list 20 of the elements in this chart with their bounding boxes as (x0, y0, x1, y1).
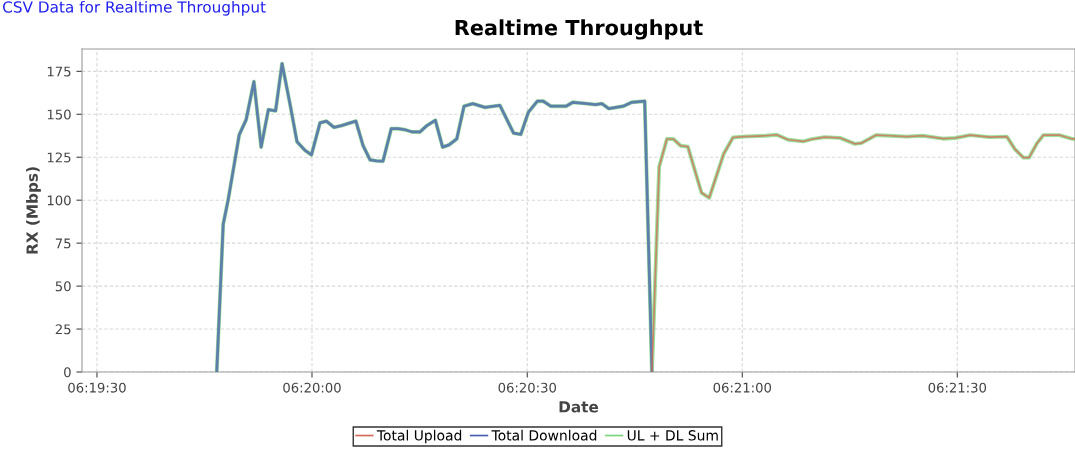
x-tick-label: 06:21:00 (713, 382, 772, 393)
y-tick-label: 125 (47, 152, 71, 163)
legend-label: UL + DL Sum (627, 430, 718, 441)
y-tick-label: 50 (55, 281, 71, 292)
y-tick-label: 150 (47, 109, 71, 120)
y-tick-label: 100 (47, 195, 71, 206)
text: CSV Data for Realtime Throughput (3, 0, 266, 16)
legend-label: Total Upload (376, 429, 462, 444)
y-tick-label: 75 (55, 238, 71, 249)
y-axis-title: RX (Mbps) (26, 167, 41, 254)
x-axis-title: Date (559, 401, 599, 413)
y-tick-label: 25 (55, 324, 71, 335)
x-tick-label: 06:20:30 (498, 382, 557, 393)
legend-label: Total Download (491, 429, 597, 441)
x-tick-label: 06:21:30 (928, 382, 987, 393)
x-tick-label: 06:20:00 (283, 382, 341, 393)
x-tick-label: 06:19:30 (68, 382, 126, 393)
chart-title: Realtime Throughput (455, 19, 703, 40)
y-tick-label: 0 (64, 367, 71, 378)
y-tick-label: 175 (47, 66, 71, 77)
